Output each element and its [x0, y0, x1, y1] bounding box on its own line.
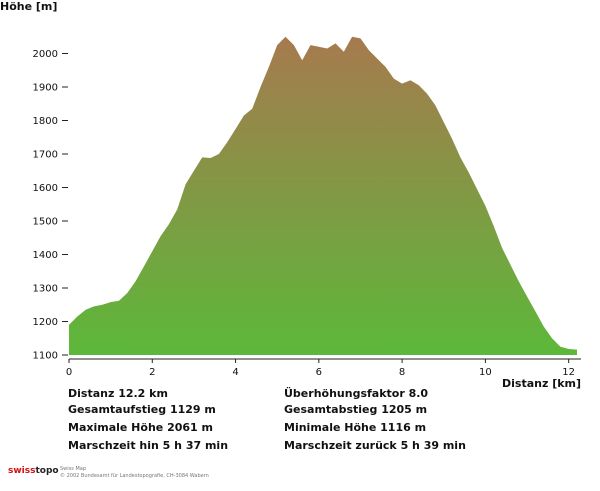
- x-tick-label: 0: [66, 367, 72, 378]
- stat-gesamtabstieg: Gesamtabstieg 1205 m: [284, 403, 428, 416]
- stat-marschzeit-hin: Marschzeit hin 5 h 37 min: [68, 439, 229, 452]
- x-tick-label: 10: [479, 367, 492, 378]
- x-axis-title: Distanz [km]: [502, 377, 582, 390]
- y-tick-label: 2000: [33, 49, 58, 60]
- x-tick-label: 4: [232, 367, 238, 378]
- x-tick-label: 8: [399, 367, 405, 378]
- x-tick-label: 12: [562, 367, 575, 378]
- y-tick-label: 1700: [33, 150, 58, 161]
- copyright-notice: Swiss Map © 2002 Bundesamt für Landestop…: [60, 466, 209, 480]
- stat-distanz: Distanz 12.2 km: [68, 387, 168, 400]
- y-tick-label: 1300: [33, 284, 58, 295]
- y-tick-label: 1200: [33, 317, 58, 328]
- swisstopo-logo: swisstopo: [8, 466, 59, 476]
- copyright-line-1: Swiss Map: [60, 466, 87, 472]
- copyright-line-2: © 2002 Bundesamt für Landestopografie, C…: [60, 473, 209, 479]
- y-tick-label: 1500: [33, 217, 58, 228]
- stat-minimale-hoehe: Minimale Höhe 1116 m: [284, 421, 427, 434]
- y-tick-label: 1100: [33, 351, 58, 362]
- y-tick-label: 1400: [33, 250, 58, 261]
- y-tick-label: 1600: [33, 183, 58, 194]
- x-tick-label: 6: [316, 367, 322, 378]
- x-tick-label: 2: [149, 367, 155, 378]
- stat-maximale-hoehe: Maximale Höhe 2061 m: [68, 421, 213, 434]
- y-tick-label: 1800: [33, 116, 58, 127]
- y-axis-title: Höhe [m]: [0, 0, 58, 13]
- stat-gesamtaufstieg: Gesamtaufstieg 1129 m: [68, 403, 216, 416]
- stat-ueberhoehungsfaktor: Überhöhungsfaktor 8.0: [284, 387, 429, 400]
- stat-marschzeit-zurueck: Marschzeit zurück 5 h 39 min: [284, 439, 466, 452]
- y-tick-label: 1900: [33, 83, 58, 94]
- elevation-area: [69, 36, 577, 356]
